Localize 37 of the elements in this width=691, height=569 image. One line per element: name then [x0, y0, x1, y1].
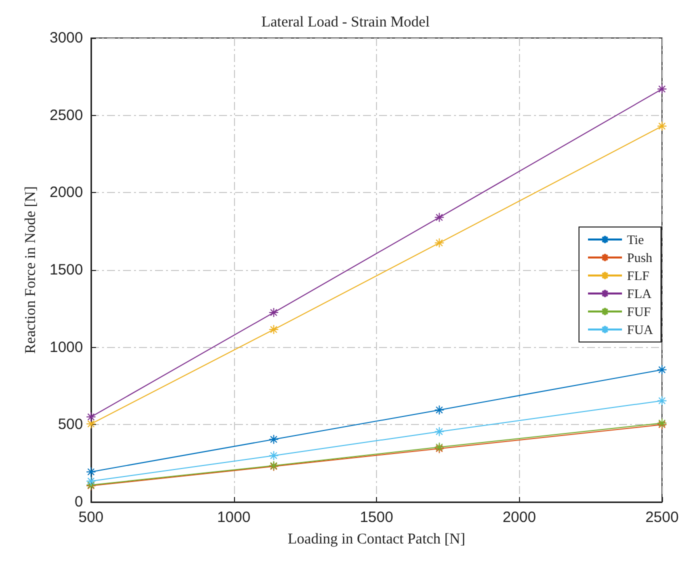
- legend-label: FUF: [626, 304, 651, 319]
- x-tick-label: 1500: [360, 509, 394, 526]
- y-tick-label: 2000: [50, 184, 83, 202]
- point: [268, 308, 279, 318]
- y-tick-label: 500: [58, 416, 83, 434]
- point: [268, 450, 279, 461]
- x-tick-label: 500: [78, 509, 104, 526]
- point: [268, 324, 279, 335]
- point: [434, 426, 444, 437]
- y-tick-label: 1500: [50, 262, 83, 278]
- point: [657, 396, 667, 406]
- point: [434, 212, 444, 222]
- y-axis-title: Reaction Force in Node [N]: [23, 186, 40, 354]
- point: [86, 466, 96, 477]
- legend-label: FLF: [626, 268, 650, 283]
- legend-label: Tie: [626, 232, 644, 247]
- point: [434, 238, 444, 248]
- y-tick-label: 0: [74, 494, 83, 510]
- point: [434, 404, 444, 415]
- point: [268, 434, 279, 444]
- x-axis-title: Loading in Contact Patch [N]: [288, 532, 466, 548]
- legend-label: Push: [626, 250, 653, 265]
- x-tick-label: 2000: [502, 509, 536, 526]
- y-tick-label: 1000: [50, 338, 83, 356]
- point: [657, 121, 667, 132]
- x-tick-label: 1000: [217, 509, 250, 526]
- point: [86, 476, 96, 486]
- point: [86, 418, 96, 429]
- legend-label: FUA: [626, 322, 654, 337]
- point: [657, 364, 667, 375]
- y-tick-label: 3000: [50, 30, 83, 46]
- y-tick-label: 2500: [50, 106, 83, 124]
- point: [86, 412, 96, 422]
- legend-label: FLA: [626, 286, 652, 301]
- chart-title: Lateral Load - Strain Model: [261, 14, 430, 30]
- point: [657, 84, 667, 94]
- x-tick-label: 2500: [645, 509, 679, 526]
